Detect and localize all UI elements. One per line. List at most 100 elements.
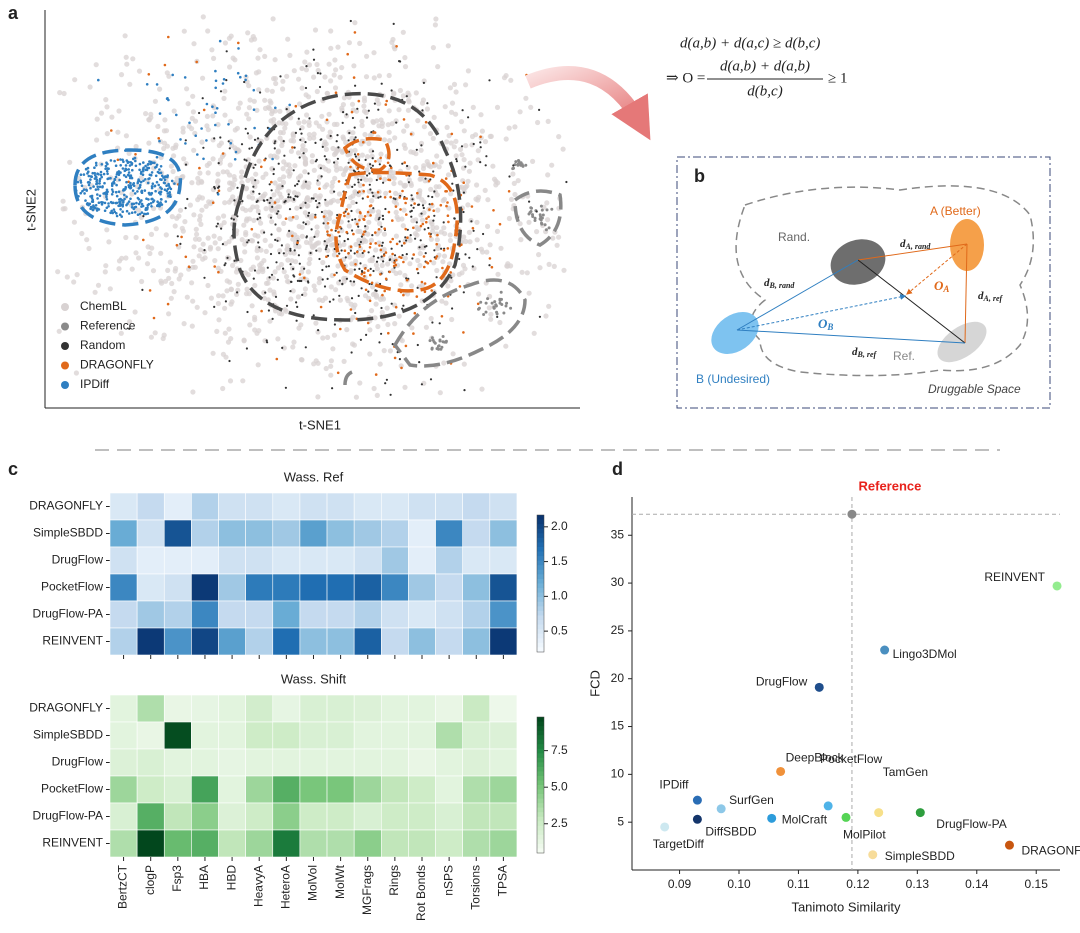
embedding-point (364, 288, 368, 292)
embedding-point (246, 83, 252, 89)
embedding-point (156, 200, 159, 203)
embedding-point (390, 267, 396, 274)
embedding-point (116, 266, 122, 272)
embedding-point (401, 307, 404, 310)
embedding-point (179, 138, 182, 141)
point-label: SurfGen (729, 793, 774, 807)
embedding-point (114, 164, 118, 167)
embedding-point (89, 186, 92, 190)
embedding-point (262, 237, 268, 243)
heatmap-cell (299, 721, 328, 750)
embedding-point (285, 304, 289, 307)
heatmap-cell (109, 694, 138, 723)
embedding-point (269, 166, 275, 172)
embedding-point (379, 262, 385, 269)
embedding-point (199, 195, 205, 201)
embedding-point (374, 392, 380, 398)
edge-label: d (764, 277, 770, 289)
embedding-point (76, 180, 80, 184)
embedding-point (140, 205, 143, 208)
embedding-point (334, 167, 340, 173)
embedding-point (157, 137, 160, 140)
legend-label: Random (80, 338, 125, 352)
embedding-point (313, 358, 319, 364)
embedding-point (136, 190, 139, 193)
embedding-point (428, 339, 432, 343)
embedding-point (331, 121, 337, 127)
embedding-point (194, 231, 200, 237)
embedding-point (86, 202, 89, 206)
x-label: Tanimoto Similarity (791, 899, 901, 914)
colorbar-segment (537, 642, 544, 648)
embedding-point (316, 280, 322, 286)
embedding-point (159, 178, 162, 181)
embedding-point (428, 208, 431, 211)
row-label: PocketFlow (41, 580, 103, 594)
embedding-point (432, 170, 435, 173)
contour (343, 370, 353, 386)
embedding-point (356, 153, 360, 156)
embedding-point (294, 195, 297, 198)
embedding-point (304, 86, 308, 90)
embedding-point (333, 149, 339, 155)
embedding-point (87, 183, 91, 187)
embedding-point (253, 126, 256, 130)
embedding-point (476, 291, 482, 297)
embedding-point (361, 98, 368, 104)
embedding-point (335, 44, 341, 50)
heatmap-cell (163, 519, 192, 548)
embedding-point (233, 158, 237, 161)
embedding-point (192, 118, 199, 124)
embedding-point (328, 234, 332, 237)
edge (906, 243, 968, 295)
embedding-point (307, 281, 310, 284)
embedding-point (357, 182, 363, 188)
embedding-point (284, 386, 287, 389)
embedding-point (447, 237, 453, 244)
embedding-point (271, 289, 277, 295)
embedding-point (431, 114, 437, 120)
embedding-point (158, 139, 161, 143)
node-label: B (Undesired) (696, 372, 770, 386)
embedding-point (541, 213, 545, 217)
embedding-point (277, 210, 280, 213)
embedding-point (312, 48, 315, 51)
embedding-point (213, 185, 216, 189)
embedding-point (104, 104, 110, 110)
embedding-point (271, 153, 277, 159)
embedding-point (374, 289, 377, 292)
embedding-point (146, 203, 150, 207)
embedding-point (508, 175, 511, 178)
embedding-point (427, 195, 430, 198)
heatmap-cell (380, 721, 409, 750)
embedding-point (324, 90, 330, 97)
embedding-point (461, 157, 467, 163)
embedding-point (259, 91, 262, 94)
embedding-point (246, 132, 249, 135)
embedding-point (105, 206, 109, 210)
embedding-point (201, 97, 204, 100)
embedding-point (211, 201, 215, 204)
embedding-point (173, 265, 179, 272)
embedding-point (379, 273, 382, 276)
edge-label: dB, rand (764, 277, 795, 290)
embedding-point (371, 385, 377, 392)
embedding-point (372, 207, 375, 210)
embedding-point (307, 256, 313, 262)
embedding-point (336, 157, 339, 160)
legend-swatch (61, 303, 69, 311)
embedding-point (148, 173, 152, 177)
embedding-point (177, 207, 184, 213)
embedding-point (276, 278, 279, 281)
embedding-point (229, 141, 232, 145)
embedding-point (216, 317, 222, 323)
embedding-point (380, 306, 383, 310)
heatmap-cell (462, 573, 491, 602)
embedding-point (149, 202, 153, 205)
embedding-point (181, 321, 187, 327)
embedding-point (97, 78, 100, 82)
embedding-point (477, 306, 481, 310)
embedding-point (360, 235, 363, 238)
embedding-point (357, 99, 361, 103)
embedding-point (175, 243, 179, 247)
